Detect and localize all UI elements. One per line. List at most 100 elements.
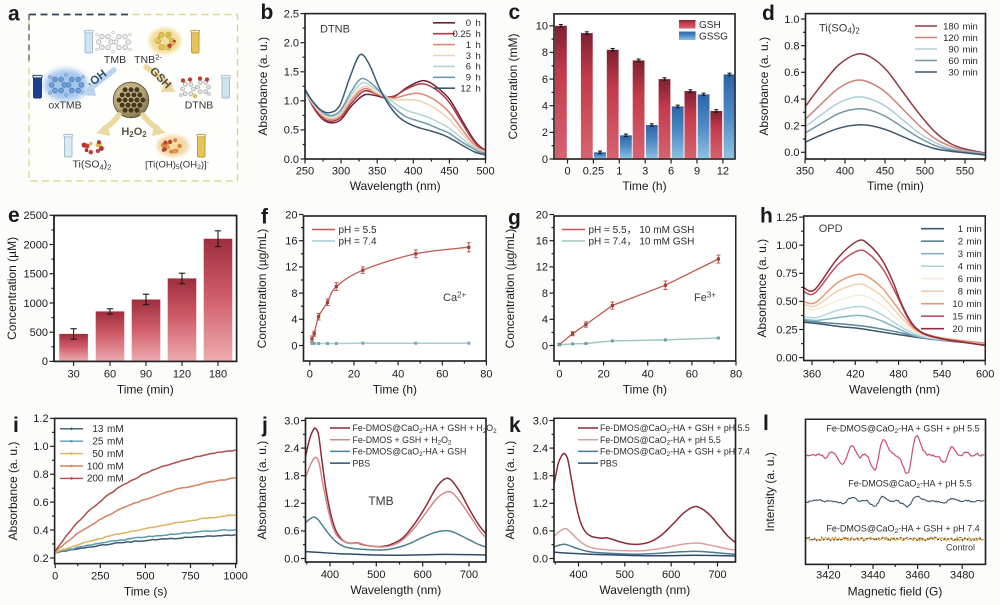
svg-text:TNB2-: TNB2- — [134, 53, 162, 66]
svg-text:12: 12 — [717, 166, 729, 178]
svg-text:pH = 5.5: pH = 5.5 — [339, 225, 378, 236]
svg-text:h: h — [476, 84, 481, 95]
svg-text:GSH: GSH — [699, 20, 721, 31]
svg-text:Fe-DMOS@CaO2-HA + GSH: Fe-DMOS@CaO2-HA + GSH — [353, 447, 467, 459]
svg-text:Wavelength (nm): Wavelength (nm) — [350, 179, 441, 193]
svg-text:l: l — [763, 412, 769, 435]
svg-text:Wavelength (nm): Wavelength (nm) — [350, 583, 441, 597]
svg-text:3: 3 — [958, 249, 963, 260]
svg-text:360: 360 — [803, 369, 821, 381]
svg-text:Fe-DMOS + GSH + H2O2: Fe-DMOS + GSH + H2O2 — [353, 435, 452, 447]
svg-text:60: 60 — [436, 369, 448, 381]
svg-text:600: 600 — [662, 569, 680, 581]
svg-text:60: 60 — [686, 369, 698, 381]
svg-text:mM: mM — [107, 449, 124, 460]
svg-text:1.00: 1.00 — [776, 240, 797, 252]
svg-text:Wavelength (nm): Wavelength (nm) — [599, 583, 690, 597]
svg-text:0.2: 0.2 — [784, 120, 799, 132]
svg-text:60: 60 — [948, 56, 959, 67]
svg-text:10: 10 — [536, 21, 548, 33]
svg-text:0: 0 — [542, 154, 548, 166]
svg-text:min: min — [963, 56, 978, 67]
svg-text:0.00: 0.00 — [776, 352, 797, 364]
svg-text:0.0: 0.0 — [284, 553, 299, 565]
svg-text:16: 16 — [536, 236, 548, 248]
svg-text:PBS: PBS — [353, 458, 371, 468]
svg-text:20: 20 — [597, 369, 609, 381]
svg-text:16: 16 — [285, 236, 297, 248]
svg-text:min: min — [967, 224, 982, 235]
svg-text:1.2: 1.2 — [284, 498, 299, 510]
svg-text:Time (min): Time (min) — [867, 179, 924, 193]
svg-text:400: 400 — [404, 166, 422, 178]
svg-text:4: 4 — [291, 314, 297, 326]
svg-text:500: 500 — [30, 327, 48, 339]
svg-text:90: 90 — [140, 369, 152, 381]
svg-text:2: 2 — [958, 237, 963, 248]
svg-text:Fe-DMOS@CaO2-HA + pH 5.5: Fe-DMOS@CaO2-HA + pH 5.5 — [600, 435, 721, 447]
svg-text:h: h — [476, 51, 481, 62]
svg-text:TMB: TMB — [104, 54, 126, 66]
svg-text:mM: mM — [107, 437, 124, 448]
svg-text:6: 6 — [668, 166, 674, 178]
svg-text:4: 4 — [542, 101, 548, 113]
svg-text:0.8: 0.8 — [33, 469, 48, 481]
svg-text:4: 4 — [958, 262, 963, 273]
svg-text:Absorbance (a. u.): Absorbance (a. u.) — [503, 441, 517, 540]
svg-text:mM: mM — [107, 461, 124, 472]
svg-text:1: 1 — [958, 224, 963, 235]
svg-text:2.0: 2.0 — [284, 38, 299, 50]
svg-text:0.75: 0.75 — [776, 268, 797, 280]
svg-text:0.0: 0.0 — [533, 553, 548, 565]
svg-text:2.4: 2.4 — [284, 443, 299, 455]
svg-text:Intensity (a. u.): Intensity (a. u.) — [763, 452, 777, 531]
svg-text:1: 1 — [616, 166, 622, 178]
svg-text:450: 450 — [440, 166, 458, 178]
svg-text:3440: 3440 — [861, 570, 885, 582]
svg-text:600: 600 — [976, 369, 994, 381]
svg-text:400: 400 — [836, 166, 854, 178]
svg-text:180: 180 — [209, 369, 227, 381]
svg-text:12: 12 — [460, 84, 471, 95]
svg-text:min: min — [967, 262, 982, 273]
svg-text:h: h — [760, 205, 773, 228]
svg-text:8: 8 — [542, 288, 548, 300]
svg-text:h: h — [476, 40, 481, 51]
svg-text:OPD: OPD — [819, 223, 843, 235]
svg-text:3420: 3420 — [816, 570, 840, 582]
svg-text:300: 300 — [332, 166, 350, 178]
svg-text:1.0: 1.0 — [284, 96, 299, 108]
svg-text:50: 50 — [92, 449, 104, 460]
svg-text:15: 15 — [952, 312, 963, 323]
svg-text:Concentration (µM): Concentration (µM) — [5, 237, 19, 340]
svg-text:Absorbance (a. u.): Absorbance (a. u.) — [757, 37, 771, 136]
svg-text:Absorbance (a. u.): Absorbance (a. u.) — [255, 441, 269, 540]
svg-text:1.2: 1.2 — [533, 498, 548, 510]
svg-text:Fe-DMOS@CaO2-HA + GSH + pH 7.4: Fe-DMOS@CaO2-HA + GSH + pH 7.4 — [600, 447, 750, 459]
svg-text:Fe-DMOS@CaO2-HA + GSH + H2O2: Fe-DMOS@CaO2-HA + GSH + H2O2 — [353, 423, 498, 435]
svg-text:Control: Control — [946, 543, 975, 553]
svg-text:1.2: 1.2 — [33, 413, 48, 425]
svg-text:250: 250 — [91, 571, 109, 583]
svg-text:3460: 3460 — [905, 570, 929, 582]
svg-text:Fe-DMOS@CaO2-HA + GSH + pH 7.4: Fe-DMOS@CaO2-HA + GSH + pH 7.4 — [826, 524, 979, 536]
svg-text:Concentration (µg/mL): Concentration (µg/mL) — [503, 229, 517, 349]
svg-text:1.8: 1.8 — [284, 471, 299, 483]
svg-text:0.5: 0.5 — [284, 125, 299, 137]
svg-text:e: e — [8, 204, 20, 227]
svg-text:0.6: 0.6 — [784, 67, 799, 79]
svg-text:1.0: 1.0 — [784, 14, 799, 26]
svg-text:80: 80 — [730, 369, 742, 381]
svg-text:8: 8 — [291, 288, 297, 300]
svg-text:450: 450 — [876, 166, 894, 178]
svg-text:12: 12 — [536, 262, 548, 274]
svg-text:120: 120 — [943, 33, 959, 44]
svg-text:0: 0 — [564, 166, 570, 178]
svg-text:Magnetic field (G): Magnetic field (G) — [848, 585, 943, 599]
svg-text:2: 2 — [542, 127, 548, 139]
svg-text:Time (h): Time (h) — [623, 383, 667, 397]
svg-text:Concentration (mM): Concentration (mM) — [506, 33, 520, 139]
svg-text:500: 500 — [367, 569, 385, 581]
svg-text:b: b — [261, 1, 274, 24]
svg-text:1: 1 — [466, 40, 471, 51]
